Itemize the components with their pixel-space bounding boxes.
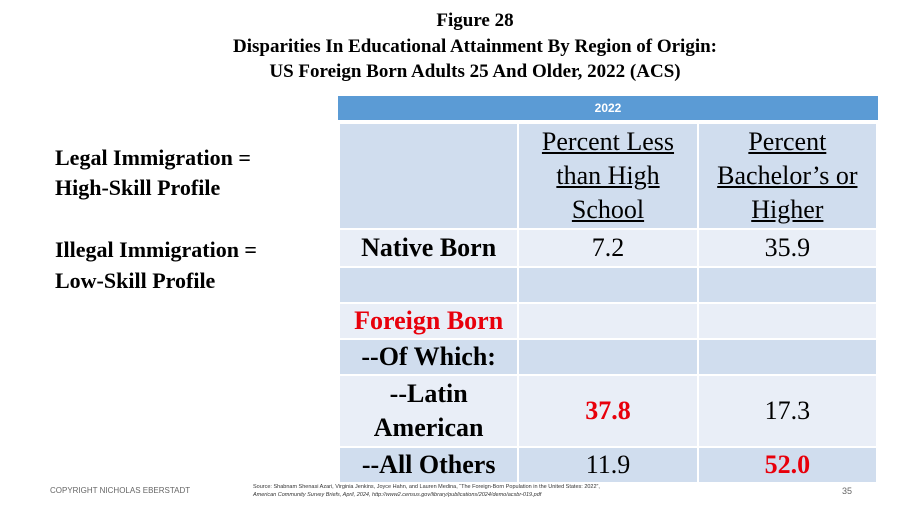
figure-label: Figure 28 bbox=[436, 10, 514, 31]
cell: 11.9 bbox=[517, 446, 699, 484]
row-label: --Latin American bbox=[337, 374, 520, 448]
title-line: Disparities In Educational Attainment By… bbox=[233, 36, 717, 57]
row: --Of Which: bbox=[337, 338, 879, 376]
cell: 37.8 bbox=[517, 374, 699, 448]
cell: 7.2 bbox=[517, 228, 699, 268]
side-text: High-Skill Profile bbox=[55, 175, 221, 200]
corner bbox=[337, 122, 520, 230]
row: --All Others 11.9 52.0 bbox=[337, 446, 879, 484]
side-text: Legal Immigration = bbox=[55, 145, 251, 170]
row: Foreign Born bbox=[337, 302, 879, 340]
column-header: Percent Bachelor’s or Higher bbox=[696, 122, 879, 230]
blank-row bbox=[337, 266, 879, 304]
table-banner: 2022 bbox=[338, 96, 878, 120]
copyright: COPYRIGHT NICHOLAS EBERSTADT bbox=[50, 486, 191, 495]
side-text: Illegal Immigration = bbox=[55, 237, 257, 262]
column-header: Percent Less than High School bbox=[517, 122, 699, 230]
row: --Latin American 37.8 17.3 bbox=[337, 374, 879, 448]
cell: 52.0 bbox=[696, 446, 879, 484]
header-row: Percent Less than High School Percent Ba… bbox=[337, 122, 879, 230]
table: Percent Less than High School Percent Ba… bbox=[337, 122, 879, 484]
row-label: Foreign Born bbox=[337, 302, 520, 340]
side-text: Low-Skill Profile bbox=[55, 268, 216, 293]
title-line: US Foreign Born Adults 25 And Older, 202… bbox=[269, 61, 681, 82]
source: Source: Shabnam Shenasi Azari, Virginia … bbox=[253, 484, 600, 490]
page-number: 35 bbox=[842, 486, 853, 496]
source: American Community Survey Briefs, April,… bbox=[253, 492, 542, 498]
row-label: Native Born bbox=[337, 228, 520, 268]
cell: 17.3 bbox=[696, 374, 879, 448]
row-label: --Of Which: bbox=[337, 338, 520, 376]
row-label: --All Others bbox=[337, 446, 520, 484]
cell: 35.9 bbox=[696, 228, 879, 268]
row: Native Born 7.2 35.9 bbox=[337, 228, 879, 268]
